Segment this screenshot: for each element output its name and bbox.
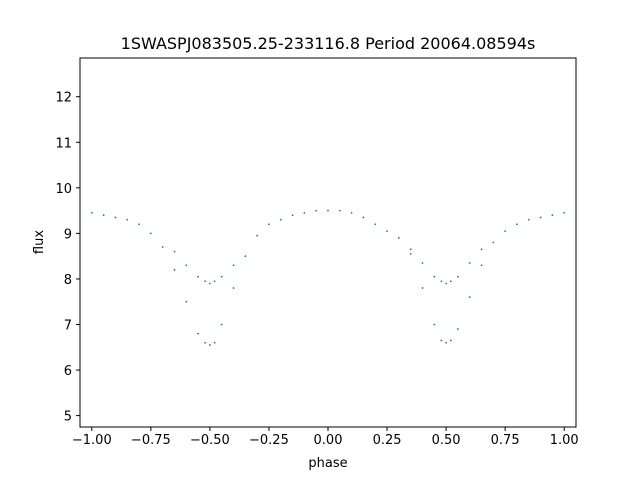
data-point: [209, 344, 211, 346]
data-point: [440, 280, 443, 283]
data-point: [185, 300, 188, 303]
data-point: [551, 214, 554, 217]
data-point: [480, 248, 483, 251]
x-tick-label: 0.75: [491, 433, 520, 448]
data-point: [445, 341, 447, 344]
data-point: [362, 216, 365, 219]
data-point: [138, 223, 140, 226]
x-tick-label: 0.25: [373, 433, 402, 448]
data-point: [204, 341, 207, 344]
data-point: [268, 223, 270, 226]
y-tick-label: 6: [64, 364, 72, 379]
data-point: [457, 275, 459, 278]
y-tick-label: 9: [64, 227, 72, 242]
data-point: [185, 264, 188, 267]
x-tick-label: 0.00: [314, 433, 343, 448]
data-points: [90, 209, 566, 346]
data-point: [539, 216, 542, 219]
data-point: [374, 223, 377, 226]
data-point: [433, 275, 436, 278]
data-point: [409, 248, 412, 251]
data-point: [449, 339, 452, 342]
data-point: [480, 264, 483, 267]
y-axis: 5 6 7 8 9 10 11 12: [55, 91, 80, 425]
x-tick-label: 1.00: [550, 433, 579, 448]
data-point: [232, 264, 235, 267]
data-point: [220, 275, 223, 278]
y-tick-label: 10: [55, 182, 72, 197]
x-axis-label: phase: [308, 456, 347, 471]
x-axis: −1.00 −0.75 −0.50 −0.25 0.00 0.25 0.50 0.75 1.00: [72, 427, 579, 448]
y-axis-label: flux: [32, 230, 47, 254]
y-tick-label: 11: [55, 136, 72, 151]
data-point: [90, 211, 93, 214]
y-tick-label: 8: [64, 273, 72, 288]
x-tick-label: −0.25: [249, 433, 289, 448]
data-point: [173, 268, 176, 271]
data-point: [327, 209, 329, 212]
data-point: [102, 214, 105, 217]
data-point: [315, 209, 318, 212]
data-point: [516, 223, 518, 226]
y-tick-label: 5: [64, 410, 72, 425]
x-tick-label: −0.50: [190, 433, 230, 448]
data-point: [161, 246, 164, 248]
data-point: [468, 296, 471, 299]
data-point: [291, 214, 294, 217]
chart-title: 1SWASPJ083505.25-233116.8 Period 20064.0…: [121, 34, 536, 53]
data-point: [197, 332, 199, 335]
data-point: [213, 341, 216, 344]
data-point: [303, 211, 306, 214]
data-point: [492, 241, 495, 244]
y-tick-label: 12: [55, 91, 72, 106]
data-point: [256, 234, 259, 237]
data-point: [244, 255, 247, 258]
data-point: [468, 262, 471, 264]
data-point: [449, 280, 452, 283]
data-point: [338, 209, 341, 212]
data-point: [220, 323, 223, 326]
data-point: [386, 230, 388, 233]
data-point: [173, 250, 176, 253]
data-point: [504, 230, 507, 233]
data-point: [204, 280, 207, 283]
x-tick-label: 0.50: [432, 433, 461, 448]
data-point: [445, 282, 447, 285]
data-point: [126, 218, 129, 221]
data-point: [213, 280, 216, 283]
data-point: [409, 252, 412, 255]
data-point: [397, 237, 400, 239]
data-point: [209, 282, 211, 285]
data-point: [197, 275, 199, 278]
data-point: [114, 216, 117, 219]
data-point: [440, 339, 443, 342]
data-point: [232, 287, 235, 289]
x-tick-label: −0.75: [131, 433, 171, 448]
data-point: [563, 211, 566, 214]
x-tick-label: −1.00: [72, 433, 112, 448]
data-point: [527, 218, 530, 221]
data-point: [149, 232, 152, 235]
data-point: [433, 323, 436, 326]
y-tick-label: 7: [64, 319, 72, 334]
data-point: [421, 287, 424, 289]
data-point: [457, 328, 459, 330]
data-point: [279, 218, 282, 221]
data-point: [421, 262, 424, 264]
data-point: [350, 211, 353, 214]
